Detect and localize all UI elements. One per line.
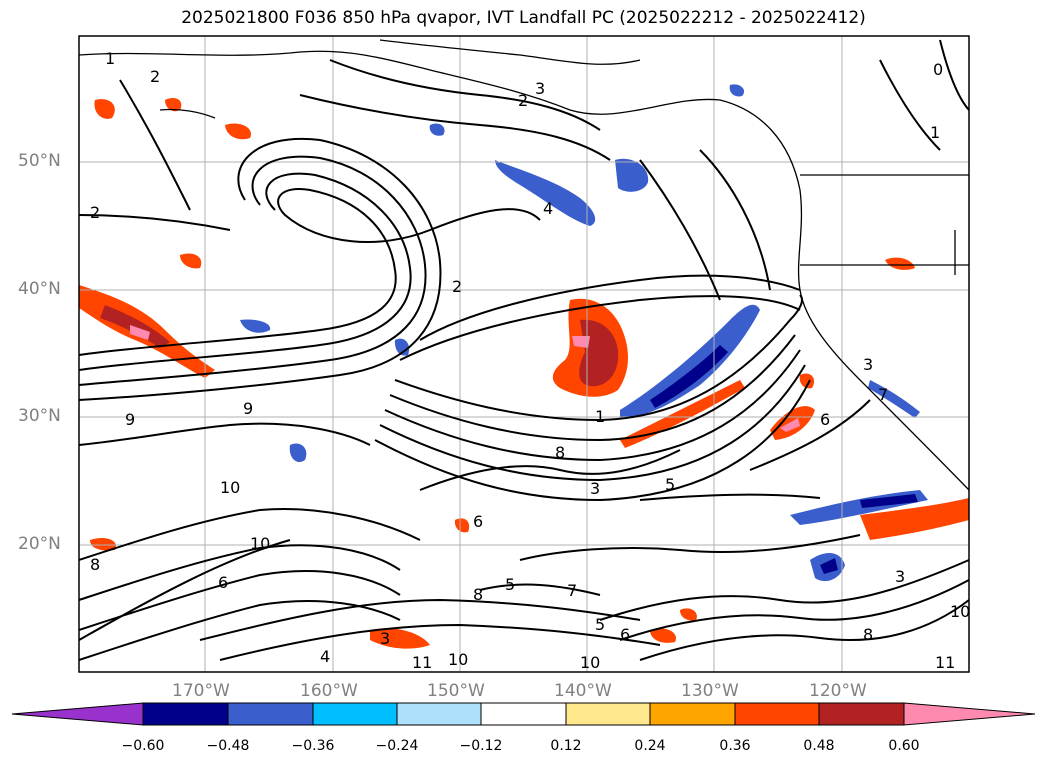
colorbar-segment [396,702,482,726]
colorbar-extend-low [11,702,144,726]
contour-label: 7 [567,581,577,600]
colorbar-segment [312,702,398,726]
contour-label: 8 [90,555,100,574]
contour-label: 5 [505,575,515,594]
colorbar-segment [565,702,651,726]
map-frame [78,35,970,673]
coastlines [78,39,970,491]
contour-label: 3 [895,567,905,586]
contour-label: 5 [595,615,605,634]
contour-label: 3 [590,479,600,498]
contour-label: 3 [863,355,873,374]
contour-label: 10 [220,478,240,497]
lon-label: 120°W [809,681,867,701]
colorbar-extend-high [903,702,1036,726]
colorbar-segment [480,702,567,726]
contour-label: 6 [820,410,830,429]
contour-label: 4 [543,199,553,218]
colorbar-tick-label: −0.60 [121,738,165,754]
contour-label: 10 [250,534,270,553]
contour-labels: 1 2 3 2 4 2 1 2 9 9 8 5 3 6 7 5 10 10 8 … [90,49,970,672]
colorbar-segment [227,702,314,726]
contour-label: 7 [878,385,888,404]
contour-label: 9 [243,399,253,418]
lon-label: 140°W [554,681,612,701]
colorbar-tick-label: −0.48 [206,738,250,754]
colorbar-segment [818,702,905,726]
contour-label: 8 [555,443,565,462]
contour-label: 5 [665,475,675,494]
contour-label: 6 [218,573,228,592]
contour-label: 1 [930,123,940,142]
contour-label: 1 [105,49,115,68]
contour-label: 1 [595,407,605,426]
contour-label: 8 [473,585,483,604]
ivt-contours [78,39,970,661]
lon-label: 150°W [427,681,485,701]
lat-label: 20°N [18,534,61,554]
contour-label: 10 [950,602,970,621]
contour-label: 2 [518,91,528,110]
contour-label: 11 [412,653,432,672]
colorbar-tick-label: 0.48 [803,738,835,754]
colorbar-tick-label: −0.24 [375,738,419,754]
contour-label: 4 [320,647,330,666]
contour-label: 3 [380,629,390,648]
lat-label: 30°N [18,406,61,426]
colorbar-tick-label: 0.60 [888,738,920,754]
contour-label: 6 [473,512,483,531]
colorbar-tick-label: −0.36 [291,738,335,754]
lat-label: 50°N [18,151,61,171]
colorbar-tick-label: −0.12 [459,738,503,754]
colorbar-segment [142,702,229,726]
contour-label: 0 [933,60,943,79]
colorbar [11,702,1036,726]
lon-label: 160°W [300,681,358,701]
colorbar-tick-label: 0.24 [634,738,666,754]
contour-label: 9 [125,410,135,429]
colorbar-tick-label: 0.36 [719,738,751,754]
contour-label: 10 [580,653,600,672]
contour-label: 3 [535,79,545,98]
contour-label: 2 [90,203,100,222]
colorbar-tick-label: 0.12 [550,738,582,754]
lon-label: 170°W [172,681,230,701]
contour-label: 10 [448,650,468,669]
contour-label: 2 [150,67,160,86]
colorbar-segment [649,702,736,726]
contour-label: 8 [863,625,873,644]
gridlines [79,36,969,672]
lon-label: 130°W [681,681,739,701]
plot-title: 2025021800 F036 850 hPa qvapor, IVT Land… [181,8,866,28]
contour-label: 11 [935,653,955,672]
lat-label: 40°N [18,279,61,299]
anomaly-patches [79,84,969,649]
colorbar-segment [734,702,820,726]
contour-label: 6 [620,625,630,644]
contour-label: 2 [452,277,462,296]
